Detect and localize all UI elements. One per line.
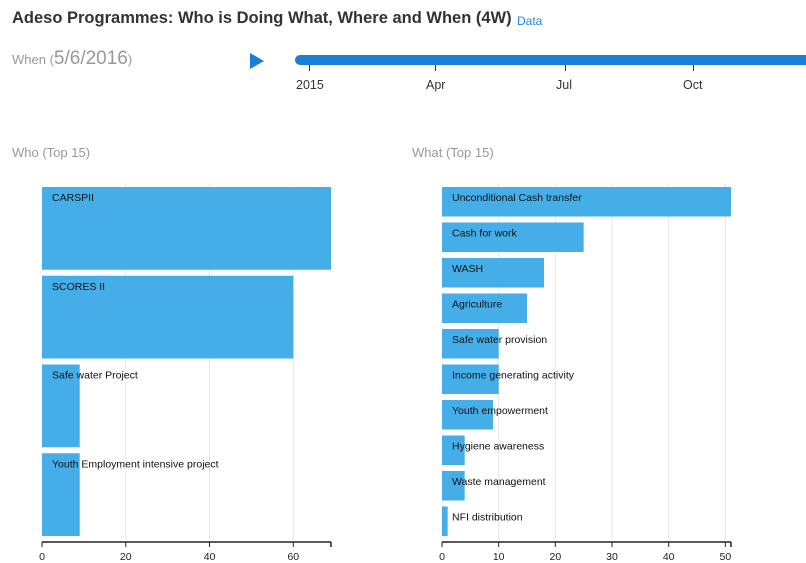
bar (42, 453, 80, 536)
timeline-label: Oct (683, 78, 703, 92)
who-chart-title: Who (Top 15) (12, 145, 91, 160)
timeline-label: Apr (426, 78, 446, 92)
page-title: Adeso Programmes: Who is Doing What, Whe… (12, 9, 512, 27)
bar-label: CARSPII (52, 192, 94, 204)
x-tick-label: 20 (120, 551, 132, 563)
timeline-tick (565, 65, 566, 71)
when-suffix: ) (127, 52, 133, 67)
bar-label: Safe water Project (52, 370, 138, 382)
data-link[interactable]: Data (517, 14, 543, 28)
what-chart-title: What (Top 15) (412, 145, 494, 160)
bar (42, 364, 80, 448)
x-tick-label: 40 (204, 551, 216, 563)
timeline-label: 2015 (296, 78, 324, 92)
x-tick-label: 60 (287, 551, 299, 563)
bar (42, 187, 331, 270)
timeline-tick (693, 65, 694, 71)
timeline-label: Jul (556, 78, 572, 92)
bar-label: SCORES II (52, 281, 105, 293)
when-prefix: When ( (12, 52, 54, 67)
current-date: 5/6/2016 (53, 48, 128, 69)
timeline-tick (435, 65, 436, 71)
when-label: When (5/6/2016) (12, 48, 132, 70)
timeline-tick (309, 65, 310, 71)
timeline-track[interactable] (295, 55, 806, 65)
bar (42, 275, 294, 359)
x-tick-label: 0 (39, 551, 45, 563)
timeline-slider[interactable]: 2015 Apr Jul Oct (295, 55, 806, 92)
play-icon[interactable] (250, 53, 264, 69)
bar-label: Youth Employment intensive project (52, 458, 219, 470)
